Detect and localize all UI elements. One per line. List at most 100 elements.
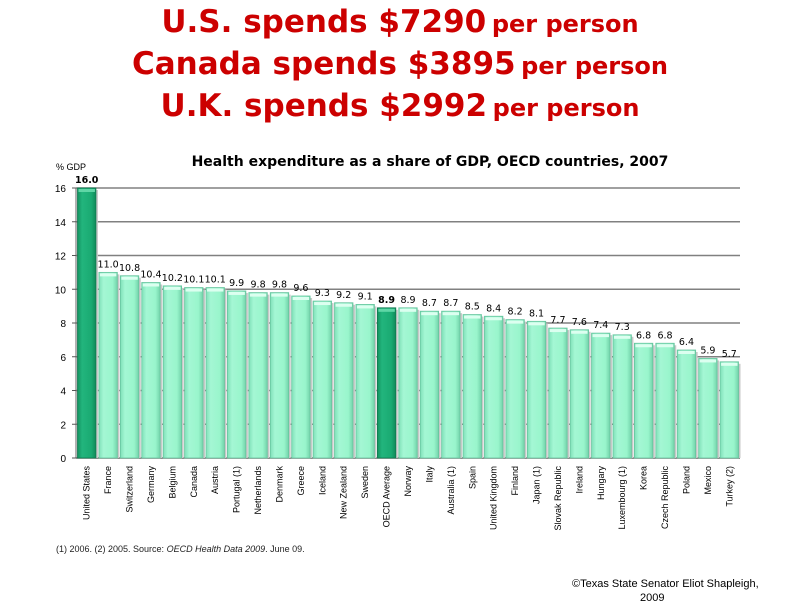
x-tick-label: Luxembourg (1)	[617, 466, 627, 530]
bar	[655, 342, 675, 459]
x-tick-label: Poland	[681, 466, 691, 494]
data-label: 8.7	[422, 298, 437, 309]
y-tick-label: 2	[60, 420, 66, 431]
bar-chart: % GDP 0 2 4 6 8 10 12 14 16 16.0 11.0 10.810.4 10.2…	[55, 162, 741, 531]
x-tick-label: Turkey (2)	[724, 466, 734, 507]
y-tick-label: 6	[60, 353, 66, 364]
footnote-prefix: (1) 2006. (2) 2005. Source:	[56, 544, 167, 554]
x-tick-label: Japan (1)	[532, 466, 542, 504]
bar	[248, 292, 268, 459]
y-tick-label: 12	[55, 252, 67, 263]
headline-canada-main: Canada spends $3895	[132, 46, 516, 82]
footnote-source: OECD Health Data 2009	[166, 544, 266, 554]
bar-top-highlight	[442, 312, 460, 316]
bar-top-highlight	[271, 293, 288, 297]
headline-canada-suffix: per person	[521, 52, 668, 80]
bar	[526, 320, 547, 459]
bar-top-highlight	[399, 308, 417, 312]
chart-title: Health expenditure as a share of GDP, OE…	[191, 154, 669, 170]
bar	[591, 332, 611, 459]
data-label: 10.1	[183, 275, 204, 286]
x-tick-label: Canada	[189, 466, 199, 498]
x-tick-label: Mexico	[703, 466, 713, 495]
data-label: 11.0	[98, 259, 119, 270]
bar-top-highlight	[506, 320, 524, 324]
headline-us-suffix: per person	[491, 10, 639, 38]
bar-top-highlight	[721, 362, 738, 366]
data-label: 10.2	[162, 273, 183, 284]
data-label: 8.1	[529, 308, 544, 319]
bar-top-highlight	[699, 359, 717, 363]
bar-top-highlight	[314, 302, 331, 306]
bar	[719, 361, 739, 459]
data-label: 6.8	[636, 330, 651, 341]
bar	[334, 302, 354, 459]
data-label: 9.8	[251, 280, 266, 291]
bar	[419, 310, 440, 459]
data-label: 10.8	[119, 263, 140, 274]
x-tick-label: Finland	[510, 466, 520, 496]
data-label: 9.8	[272, 280, 287, 291]
bar-top-highlight	[656, 344, 674, 348]
data-label: 10.1	[205, 275, 226, 286]
data-label: 10.4	[140, 270, 161, 281]
bar	[612, 334, 632, 459]
y-tick-label: 10	[55, 285, 67, 296]
x-tick-label: OECD Average	[382, 466, 392, 527]
x-tick-label: Czech Republic	[660, 466, 670, 530]
y-tick-label: 4	[60, 387, 66, 398]
bar-highlighted	[376, 307, 397, 459]
data-label: 7.7	[550, 315, 565, 326]
data-label: 8.5	[465, 302, 480, 313]
bar-top-highlight	[228, 291, 245, 295]
bar-top-highlight	[249, 293, 267, 297]
y-tick-label: 16	[55, 184, 67, 195]
bar-top-highlight	[78, 189, 95, 192]
y-tick-label: 14	[55, 218, 67, 229]
headline-us-main: U.S. spends $7290	[161, 4, 487, 40]
y-axis-ticks: 0 2 4 6 8 10 12 14 16	[55, 184, 76, 465]
bar-top-highlight	[292, 297, 310, 300]
headline-us: U.S. spends $7290 per person	[0, 4, 800, 40]
bar-top-highlight	[421, 312, 438, 316]
data-label: 8.2	[508, 307, 523, 318]
bar	[141, 282, 161, 459]
bar-top-highlight	[549, 329, 567, 333]
bar	[312, 300, 332, 459]
x-tick-label: Sweden	[360, 466, 370, 499]
x-tick-label: Germany	[146, 466, 156, 504]
x-tick-label: New Zealand	[339, 466, 349, 519]
data-label: 7.3	[615, 322, 630, 333]
bar-top-highlight	[528, 322, 545, 326]
bar-top-highlight	[678, 351, 695, 354]
bar-top-highlight	[356, 305, 374, 309]
x-tick-label: United Kingdom	[489, 466, 499, 530]
data-label: 8.4	[486, 303, 501, 314]
bar-top-highlight	[207, 288, 224, 292]
x-tick-label: Greece	[296, 466, 306, 496]
headline-uk: U.K. spends $2992 per person	[0, 88, 800, 124]
footnote-suffix: . June 09.	[265, 544, 305, 554]
bar	[548, 327, 568, 459]
bar	[291, 295, 311, 459]
footnote: (1) 2006. (2) 2005. Source: OECD Health …	[56, 544, 305, 554]
bar-top-highlight	[335, 303, 352, 307]
data-label: 6.8	[657, 330, 672, 341]
data-label: 8.9	[378, 295, 395, 306]
data-label: 8.9	[400, 295, 415, 306]
bar-top-highlight	[164, 286, 181, 290]
bar	[484, 315, 504, 459]
data-label: 9.2	[336, 290, 351, 301]
bar-highlighted	[77, 187, 97, 459]
x-tick-label: Norway	[403, 466, 413, 497]
bar	[698, 358, 718, 459]
bar-top-highlight	[571, 330, 588, 334]
bar-top-highlight	[464, 315, 481, 319]
bar-top-highlight	[121, 276, 138, 280]
bar-top-highlight	[485, 317, 502, 321]
bar-top-highlight	[99, 273, 117, 277]
data-label: 8.7	[443, 298, 458, 309]
bar	[205, 287, 225, 459]
bar-top-highlight	[613, 335, 631, 339]
data-label: 9.3	[315, 288, 330, 299]
